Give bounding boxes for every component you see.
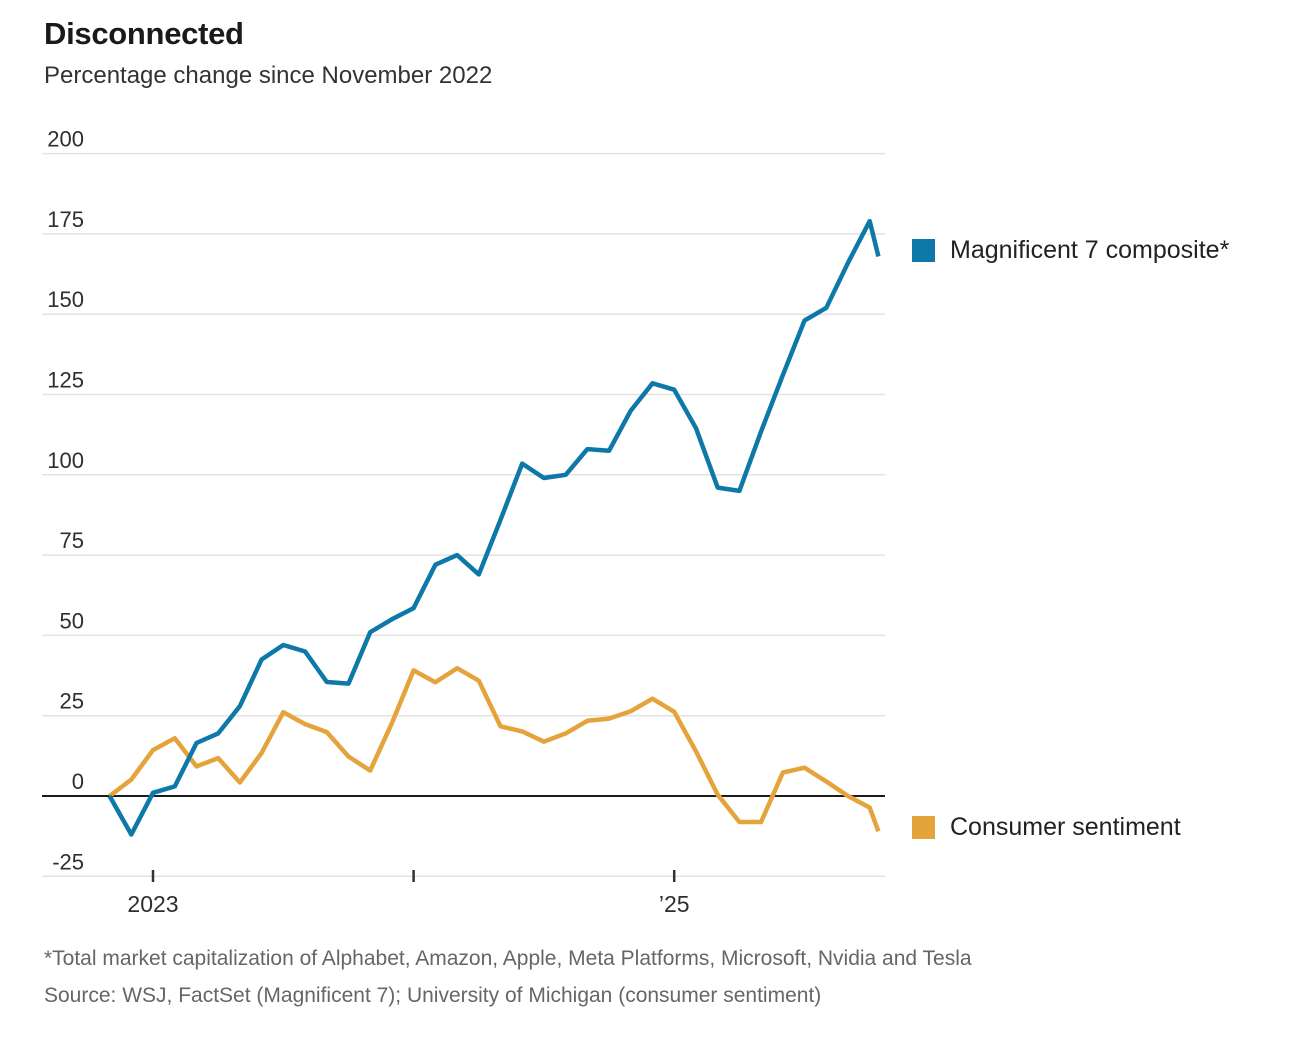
x-tick-label: 2023 [127,891,178,917]
y-tick-label--25: -25 [52,849,84,874]
series-line-consumer-sentiment [108,665,881,833]
footnote-definition: *Total market capitalization of Alphabet… [44,947,972,970]
legend-label-magnificent-7: Magnificent 7 composite* [950,236,1230,264]
y-tick-label-200: 200 [47,127,84,152]
series-line-magnificent-7 [107,218,881,837]
legend-label-consumer-sentiment: Consumer sentiment [950,813,1181,841]
y-tick-label-0: 0 [72,769,84,794]
y-tick-label-75: 75 [60,528,84,553]
y-tick-label-175: 175 [47,207,84,232]
y-tick-label-25: 25 [60,689,84,714]
legend-swatch-consumer-sentiment [912,816,935,839]
y-tick-label-50: 50 [60,608,84,633]
y-tick-label-150: 150 [47,287,84,312]
footnote-source: Source: WSJ, FactSet (Magnificent 7); Un… [44,984,822,1007]
chart-subtitle: Percentage change since November 2022 [44,62,493,89]
chart-title: Disconnected [44,16,244,51]
y-tick-label-125: 125 [47,368,84,393]
x-tick-label: ’25 [659,891,690,917]
legend-swatch-magnificent-7 [912,239,935,262]
y-tick-label-100: 100 [47,448,84,473]
legend-item-consumer-sentiment: Consumer sentiment [912,813,1181,842]
legend-item-magnificent-7: Magnificent 7 composite* [912,236,1229,265]
